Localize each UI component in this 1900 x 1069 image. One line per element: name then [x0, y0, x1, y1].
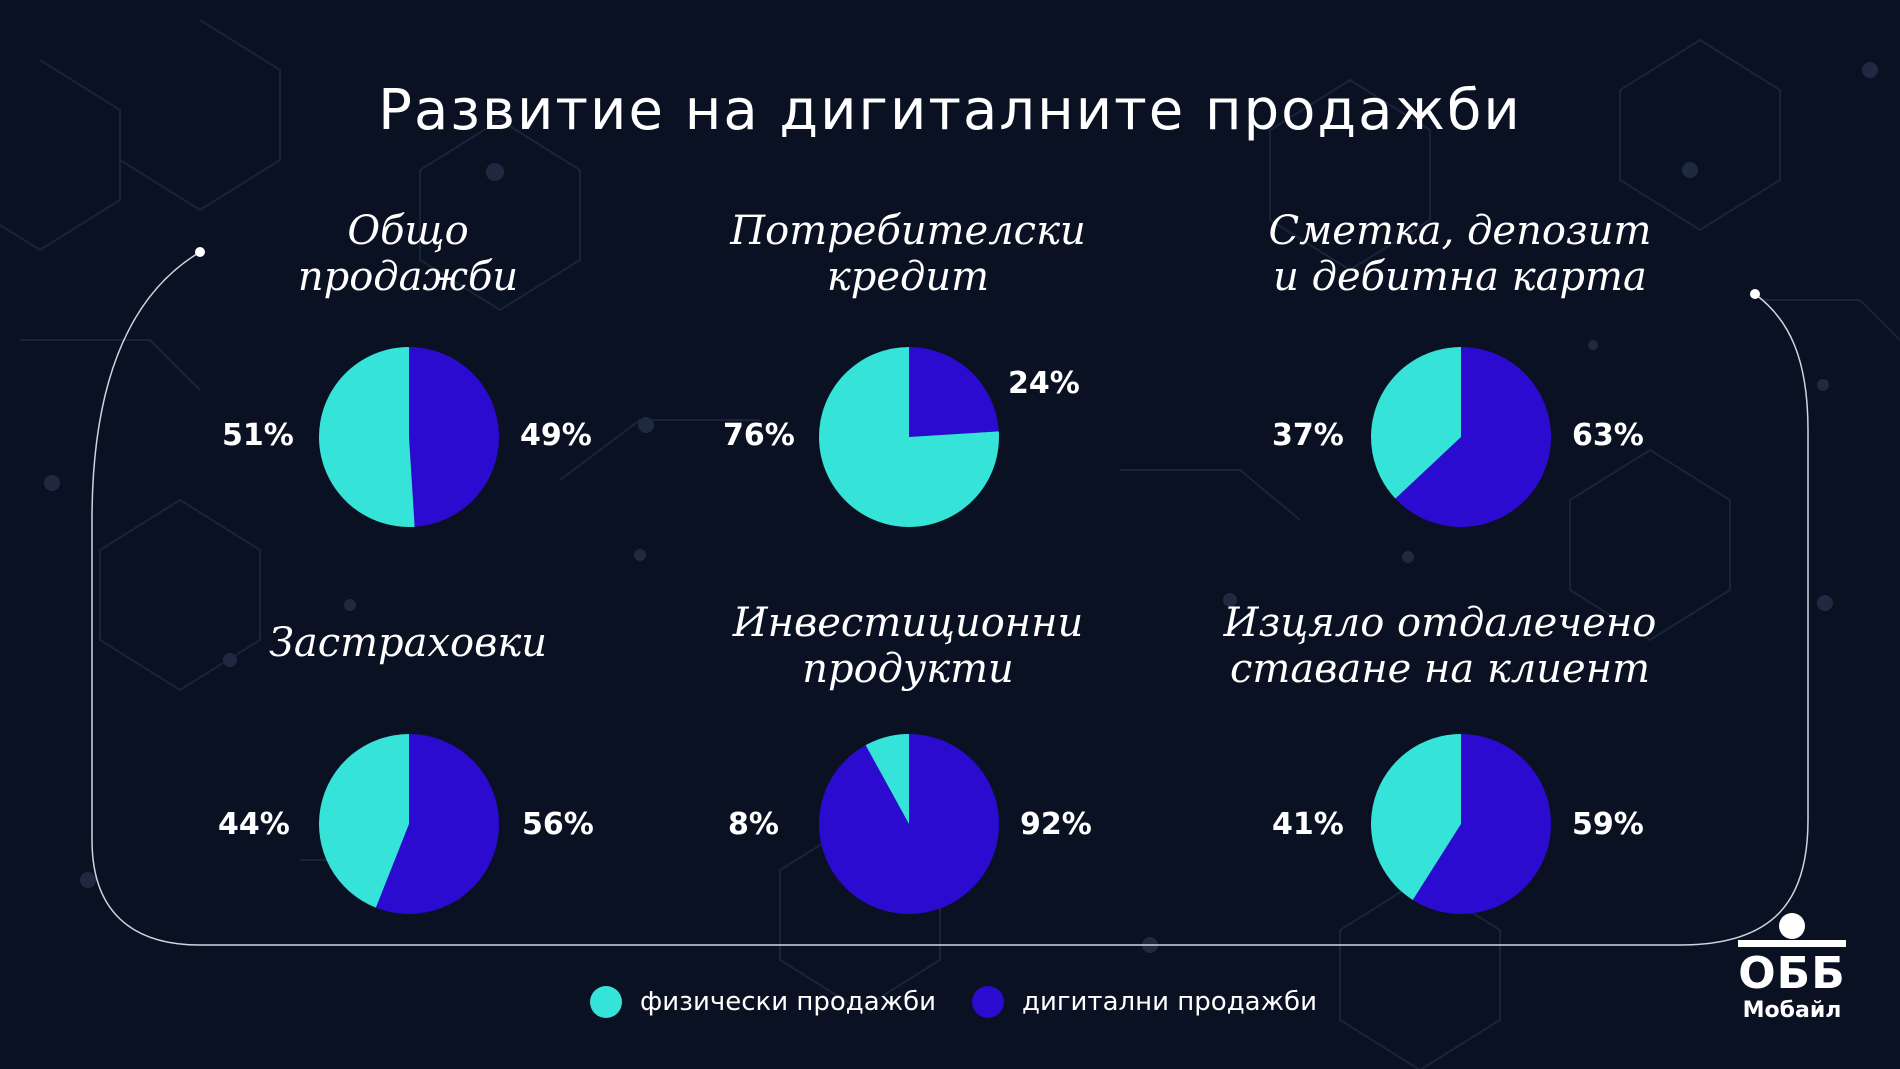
- pie-4-slice-digital: [375, 734, 499, 914]
- chart-title-1: Общо продажби: [148, 208, 668, 300]
- frame-line: [91, 251, 1809, 946]
- chart-title-1-line-2: продажби: [297, 254, 519, 300]
- legend-physical-swatch: [590, 986, 622, 1018]
- pie-2-physical-label: 76%: [723, 418, 795, 453]
- pie-6-physical-label: 41%: [1272, 807, 1344, 842]
- chart-title-3-line-2: и дебитна карта: [1273, 254, 1647, 300]
- pie-4-slice-physical: [318, 734, 409, 908]
- pie-5-slice-physical: [865, 734, 909, 824]
- pie-5-physical-label: 8%: [728, 807, 779, 842]
- page-title: Развитие на дигиталните продажби: [378, 78, 1522, 143]
- chart-title-2-line-1: Потребителски: [730, 208, 1086, 254]
- chart-title-6: Изцяло отдалечено ставане на клиент: [1180, 600, 1700, 692]
- pie-3-slice-digital: [1395, 347, 1551, 527]
- pie-1-slice-digital: [409, 347, 499, 527]
- pie-6-digital-label: 59%: [1572, 807, 1644, 842]
- pie-2-digital-label: 24%: [1008, 366, 1080, 401]
- obb-mobile-logo: ОББ Мобайл: [1728, 912, 1856, 1023]
- chart-title-5-line-2: продукти: [802, 646, 1014, 692]
- pie-chart-5: [819, 734, 999, 914]
- pie-6-slice-physical: [1371, 734, 1461, 900]
- legend-digital-swatch: [972, 986, 1004, 1018]
- pie-chart-6: [1371, 734, 1551, 914]
- pie-chart-4: [318, 734, 499, 914]
- pie-3-physical-label: 37%: [1272, 418, 1344, 453]
- frame-dot-left: [195, 247, 205, 257]
- chart-title-5: Инвестиционни продукти: [648, 600, 1168, 692]
- pie-chart-2: [819, 347, 999, 527]
- pie-1-slice-physical: [318, 347, 415, 527]
- pie-4-digital-label: 56%: [522, 807, 594, 842]
- pie-chart-1: [318, 347, 499, 527]
- pie-6-slice-digital: [1412, 734, 1551, 914]
- pie-4-physical-label: 44%: [218, 807, 290, 842]
- logo-mark: ОББ: [1738, 948, 1846, 999]
- chart-title-4-line-1: Застраховки: [268, 620, 548, 666]
- legend-digital: дигитални продажби: [972, 982, 1317, 1022]
- chart-title-2-line-2: кредит: [826, 254, 990, 300]
- pie-2-slice-digital: [909, 347, 999, 437]
- pie-5-digital-label: 92%: [1020, 807, 1092, 842]
- logo-person-icon: [1738, 913, 1846, 947]
- legend-physical: физически продажби: [590, 982, 936, 1022]
- pie-2-slice-physical: [819, 347, 999, 527]
- chart-title-6-line-2: ставане на клиент: [1229, 646, 1651, 692]
- legend-digital-label: дигитални продажби: [1022, 987, 1317, 1017]
- frame-dot-right: [1750, 289, 1760, 299]
- logo-subtitle: Мобайл: [1742, 998, 1842, 1023]
- chart-title-1-line-1: Общо: [347, 208, 469, 254]
- pie-3-digital-label: 63%: [1572, 418, 1644, 453]
- chart-title-3: Сметка, депозит и дебитна карта: [1200, 208, 1720, 300]
- chart-title-5-line-1: Инвестиционни: [732, 600, 1084, 646]
- chart-title-2: Потребителски кредит: [648, 208, 1168, 300]
- chart-title-6-line-1: Изцяло отдалечено: [1223, 600, 1657, 646]
- pie-1-physical-label: 51%: [222, 418, 294, 453]
- chart-title-4: Застраховки: [148, 620, 668, 666]
- chart-title-3-line-1: Сметка, депозит: [1268, 208, 1652, 254]
- pie-chart-3: [1371, 347, 1551, 527]
- pie-1-digital-label: 49%: [520, 418, 592, 453]
- legend-physical-label: физически продажби: [640, 987, 937, 1017]
- pie-3-slice-physical: [1371, 347, 1461, 499]
